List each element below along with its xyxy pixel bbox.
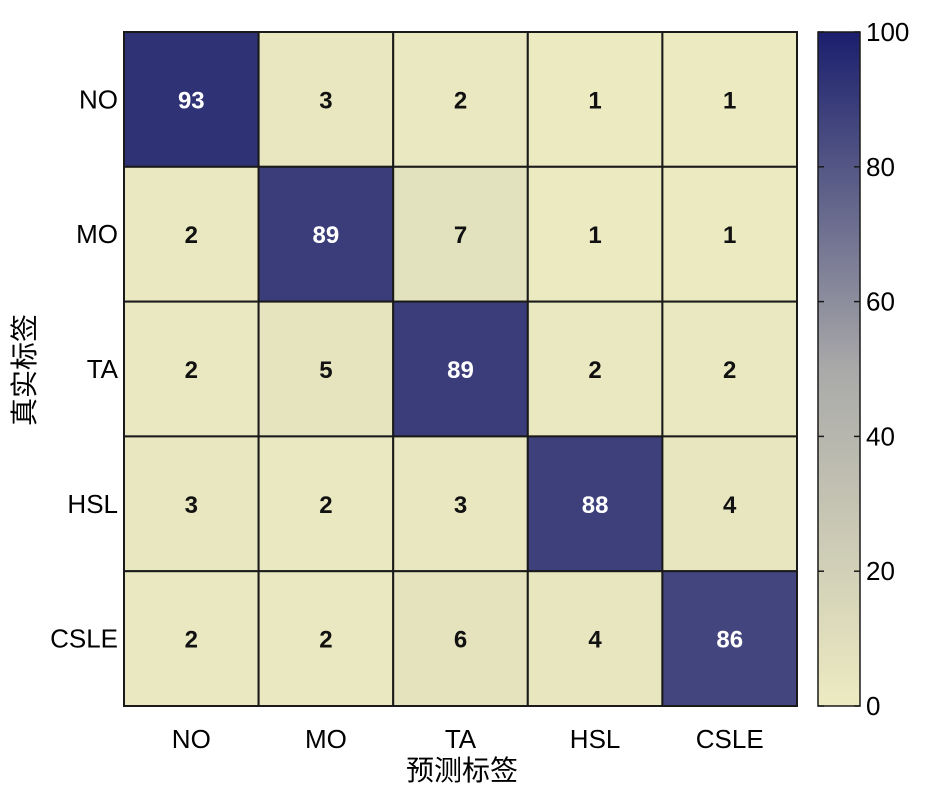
heatmap-cell [392, 31, 529, 168]
cell-value-label: 6 [454, 627, 467, 654]
heatmap-cell [392, 435, 529, 573]
heatmap-cell [526, 31, 664, 168]
y-axis-title: 真实标签 [8, 314, 41, 426]
cell-value-label: 2 [185, 222, 198, 249]
cell-value-label: 89 [313, 222, 340, 249]
heatmap-cell [526, 435, 664, 573]
y-tick-label: CSLE [50, 624, 118, 654]
x-tick-label: TA [445, 724, 477, 754]
y-tick-labels: NO MO TA HSL CSLE [50, 84, 119, 653]
heatmap-cell [123, 435, 260, 573]
colorbar-tick-label: 40 [866, 421, 895, 451]
cell-value-label: 1 [723, 222, 736, 249]
colorbar-tick-label: 0 [866, 691, 880, 721]
x-tick-label: NO [172, 724, 211, 754]
heatmap-cell [661, 435, 799, 573]
cell-value-label: 2 [319, 492, 332, 519]
y-tick-label: TA [87, 354, 119, 384]
colorbar-tick-label: 60 [866, 287, 895, 317]
heatmap-cell [661, 300, 799, 438]
cell-value-label: 1 [723, 87, 736, 114]
cell-value-label: 4 [588, 627, 602, 654]
cell-value-label: 3 [185, 492, 198, 519]
heatmap-cell [123, 570, 260, 708]
colorbar-tick-label: 100 [866, 17, 909, 47]
heatmap-cell [257, 300, 395, 438]
heatmap-cell [526, 300, 664, 438]
cell-value-label: 3 [319, 87, 332, 114]
cell-value-label: 89 [447, 357, 474, 384]
heatmap-cell [257, 435, 395, 573]
cell-value-label: 1 [588, 222, 601, 249]
heatmap-cell [257, 570, 395, 708]
cell-value-label: 2 [454, 87, 467, 114]
heatmap-cell [123, 31, 260, 168]
cell-value-label: 86 [716, 627, 743, 654]
cell-value-label: 1 [588, 87, 601, 114]
x-tick-label: MO [305, 724, 347, 754]
heatmap-cell [661, 570, 799, 708]
cell-value-label: 2 [723, 357, 736, 384]
y-tick-label: HSL [67, 489, 118, 519]
cell-value-label: 88 [582, 492, 609, 519]
heatmap-cell [257, 31, 395, 168]
colorbar: 0 20 40 60 80 100 [817, 17, 909, 721]
heatmap-cell [392, 570, 529, 708]
x-tick-labels: NO MO TA HSL CSLE [172, 724, 764, 754]
heatmap-cell [123, 165, 260, 303]
cell-value-label: 5 [319, 357, 332, 384]
cell-value-label: 7 [454, 222, 467, 249]
cell-value-label: 93 [178, 87, 205, 114]
cell-value-label: 4 [723, 492, 737, 519]
colorbar-tick-label: 20 [866, 556, 895, 586]
colorbar-gradient [817, 31, 861, 707]
colorbar-tick-label: 80 [866, 152, 895, 182]
y-tick-label: MO [76, 219, 118, 249]
cell-value-label: 2 [185, 627, 198, 654]
heatmap-cell [661, 165, 799, 303]
cell-value-label: 2 [588, 357, 601, 384]
cell-value-label: 3 [454, 492, 467, 519]
x-axis-title: 预测标签 [406, 754, 518, 787]
cell-value-label: 2 [319, 627, 332, 654]
x-tick-label: HSL [570, 724, 621, 754]
y-tick-label: NO [79, 84, 118, 114]
x-tick-label: CSLE [696, 724, 764, 754]
cell-value-label: 2 [185, 357, 198, 384]
heatmap-cell [392, 165, 529, 303]
heatmap-cells: 93 3 2 1 1 2 89 7 1 1 2 5 89 2 2 3 2 3 88 4 2 2 6 4 86 [123, 31, 799, 708]
